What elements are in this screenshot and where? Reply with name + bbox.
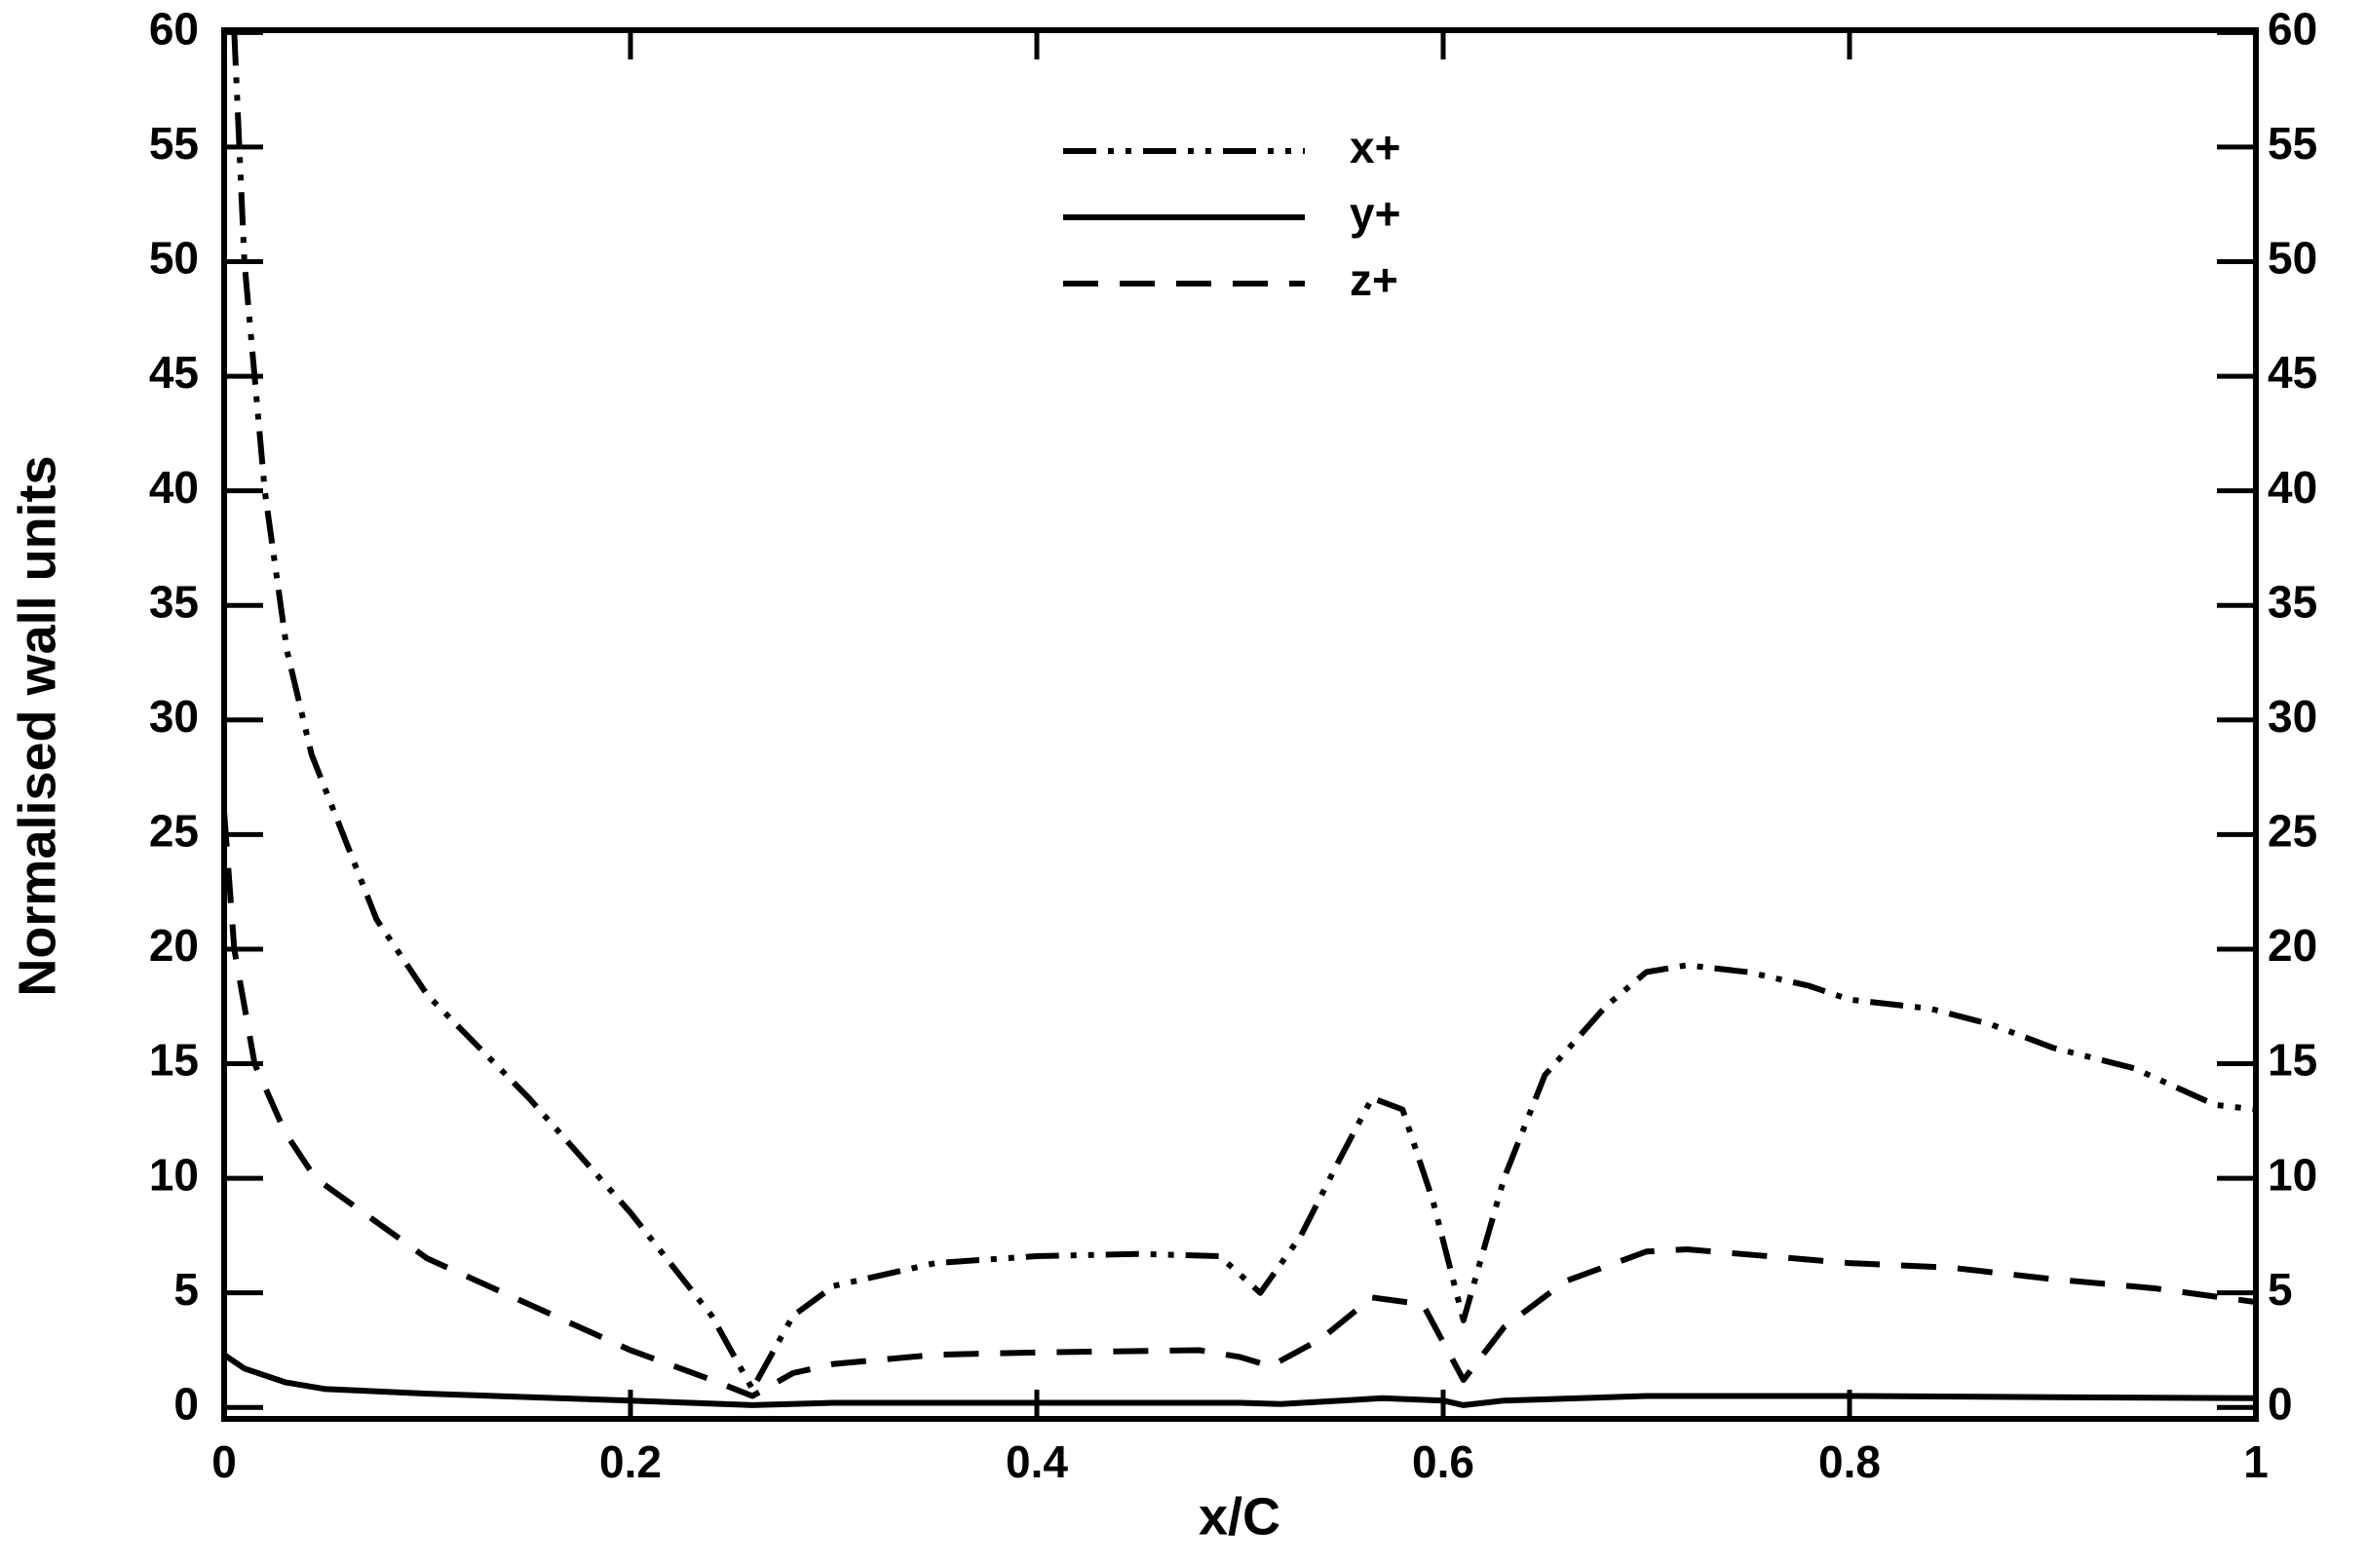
y-tick-label-right: 30 bbox=[2268, 691, 2317, 742]
y-tick-label-right: 25 bbox=[2268, 806, 2317, 857]
y-tick-label: 50 bbox=[149, 233, 199, 284]
y-tick-label-right: 10 bbox=[2268, 1149, 2317, 1200]
y-tick-label: 5 bbox=[173, 1264, 199, 1315]
y-tick-label-right: 35 bbox=[2268, 576, 2317, 627]
x-tick-label: 0.2 bbox=[599, 1436, 662, 1487]
y-tick-label: 20 bbox=[149, 920, 199, 971]
y-tick-label-right: 60 bbox=[2268, 4, 2317, 55]
y-tick-label: 10 bbox=[149, 1149, 199, 1200]
y-axis-title: Normalised wall units bbox=[8, 455, 66, 996]
y-tick-label-right: 55 bbox=[2268, 118, 2317, 169]
x-tick-label: 0.4 bbox=[1006, 1436, 1068, 1487]
y-tick-label-right: 20 bbox=[2268, 920, 2317, 971]
legend-label: z+ bbox=[1350, 254, 1398, 305]
y-tick-label-right: 40 bbox=[2268, 462, 2317, 513]
y-tick-label: 0 bbox=[173, 1378, 199, 1429]
legend-label: y+ bbox=[1350, 188, 1400, 239]
y-tick-label-right: 0 bbox=[2268, 1378, 2293, 1429]
y-tick-label: 30 bbox=[149, 691, 199, 742]
y-tick-label-right: 50 bbox=[2268, 233, 2317, 284]
y-tick-label: 60 bbox=[149, 4, 199, 55]
legend-label: x+ bbox=[1350, 122, 1400, 172]
y-tick-label: 45 bbox=[149, 347, 199, 398]
x-tick-label: 1 bbox=[2243, 1436, 2269, 1487]
y-tick-label: 40 bbox=[149, 462, 199, 513]
series-line bbox=[221, 811, 2257, 1399]
y-tick-label-right: 45 bbox=[2268, 347, 2317, 398]
x-tick-label: 0 bbox=[211, 1436, 237, 1487]
x-axis-title: x/C bbox=[1199, 1487, 1280, 1546]
y-tick-label: 35 bbox=[149, 576, 199, 627]
y-tick-label: 25 bbox=[149, 806, 199, 857]
series-line bbox=[222, 1352, 2257, 1408]
series-line bbox=[231, 32, 2257, 1393]
x-tick-label: 0.8 bbox=[1818, 1436, 1881, 1487]
y-tick-label-right: 15 bbox=[2268, 1035, 2317, 1086]
plot-frame bbox=[221, 27, 2259, 1422]
x-tick-label: 0.6 bbox=[1412, 1436, 1474, 1487]
y-tick-label-right: 5 bbox=[2268, 1264, 2293, 1315]
y-tick-label: 15 bbox=[149, 1035, 199, 1086]
y-tick-label: 55 bbox=[149, 118, 199, 169]
